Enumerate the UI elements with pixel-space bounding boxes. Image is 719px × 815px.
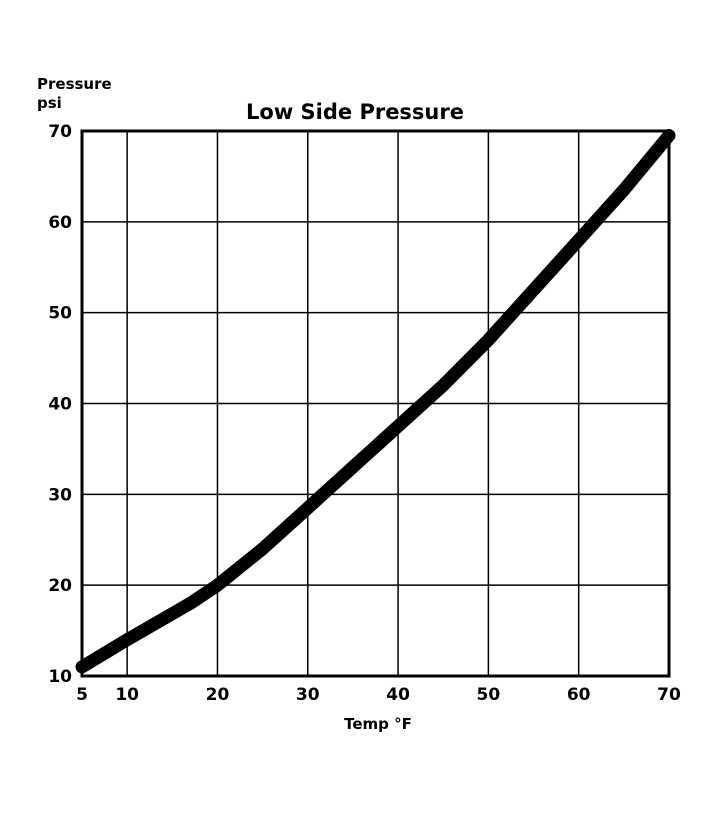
y-tick-label: 40 bbox=[48, 395, 72, 415]
y-tick-label: 30 bbox=[48, 485, 72, 505]
x-tick-label: 20 bbox=[206, 685, 230, 705]
plot-frame bbox=[80, 129, 671, 678]
y-tick-label: 60 bbox=[48, 213, 72, 233]
y-axis-label-line1: Pressure bbox=[37, 75, 112, 93]
pressure-curve bbox=[75, 129, 676, 674]
x-tick-label: 30 bbox=[296, 685, 320, 705]
y-axis-label-line2: psi bbox=[37, 94, 62, 112]
x-axis-label: Temp °F bbox=[344, 715, 412, 733]
x-tick-label: 10 bbox=[115, 685, 139, 705]
x-tick-label: 70 bbox=[657, 685, 681, 705]
x-tick-label: 40 bbox=[386, 685, 410, 705]
x-tick-label: 60 bbox=[567, 685, 591, 705]
y-tick-label: 10 bbox=[48, 667, 72, 687]
y-tick-label: 70 bbox=[48, 122, 72, 142]
y-tick-label: 20 bbox=[48, 576, 72, 596]
x-tick-label: 5 bbox=[76, 685, 88, 705]
grid bbox=[82, 131, 669, 676]
chart-title: Low Side Pressure bbox=[246, 100, 464, 124]
x-tick-label: 50 bbox=[477, 685, 501, 705]
y-tick-label: 50 bbox=[48, 304, 72, 324]
